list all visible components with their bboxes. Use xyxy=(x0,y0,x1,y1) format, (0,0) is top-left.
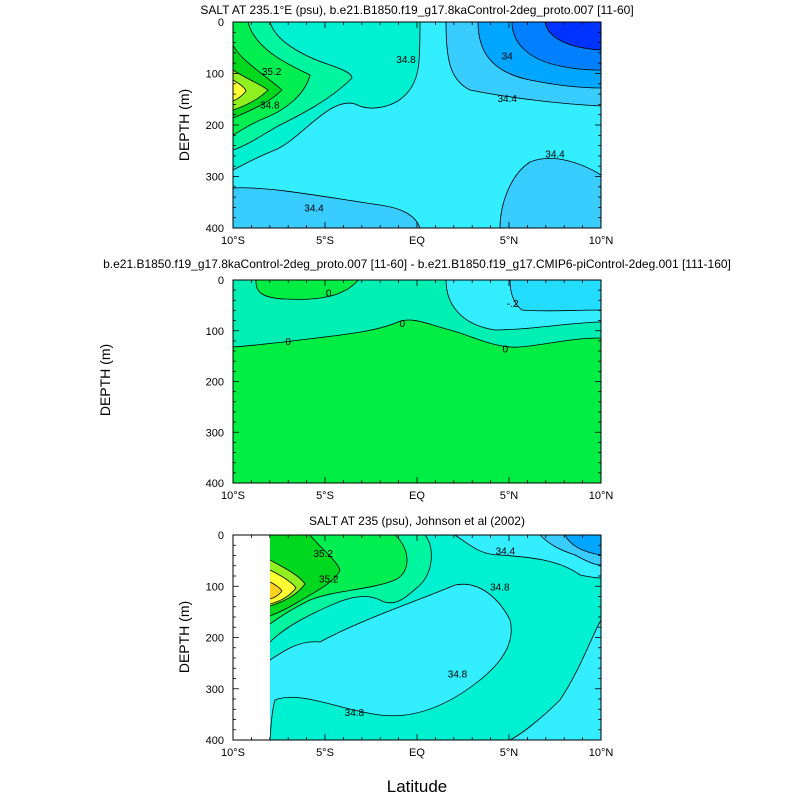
contour-label: 0 xyxy=(503,345,509,356)
contour-label: 34.8 xyxy=(260,100,280,111)
x-tick-label: 10°N xyxy=(589,747,614,759)
x-tick-label: 5°N xyxy=(500,747,519,759)
panel-2-ticks: 10°S 5°S EQ 5°N 10°N 0 100 200 300 400 xyxy=(206,275,614,502)
y-tick-label: 400 xyxy=(206,223,224,235)
y-tick-label: 300 xyxy=(206,684,224,696)
panel-1-contours xyxy=(233,22,601,228)
x-tick-label: 10°N xyxy=(589,490,614,502)
contour-label: 34.4 xyxy=(497,94,517,105)
contour-label: 0 xyxy=(326,289,332,300)
panel-1-fill xyxy=(233,22,601,228)
x-tick-label: 10°S xyxy=(221,747,245,759)
panel-2: b.e21.B1850.f19_g17.8kaControl-2deg_prot… xyxy=(103,257,731,502)
panel-1-title: SALT AT 235.1°E (psu), b.e21.B1850.f19_g… xyxy=(200,3,633,17)
fill-35-8 xyxy=(233,80,246,101)
x-tick-label: 5°S xyxy=(316,235,334,247)
fill-34-4-south xyxy=(233,187,420,228)
contour-label: 0 xyxy=(400,319,406,330)
y-tick-label: 400 xyxy=(206,735,224,747)
contour-label: 34.8 xyxy=(345,708,365,719)
panel-3-title: SALT AT 235 (psu), Johnson et al (2002) xyxy=(309,514,525,528)
contour-label: 34.4 xyxy=(545,149,565,160)
panel-2-title: b.e21.B1850.f19_g17.8kaControl-2deg_prot… xyxy=(103,257,731,271)
fill-36-0 xyxy=(270,582,282,599)
panel-3: SALT AT 235 (psu), Johnson et al (2002) xyxy=(176,514,613,759)
y-tick-label: 0 xyxy=(218,530,224,542)
y-tick-label: 300 xyxy=(206,427,224,439)
panel-1-ticks: 10°S 5°S EQ 5°N 10°N 0 100 200 300 400 xyxy=(206,17,614,247)
x-tick-label: 10°N xyxy=(589,235,614,247)
panel-1-contour-labels: 35.2 34.8 34 34.4 34.8 34.4 34.4 xyxy=(260,52,565,215)
x-tick-label: 5°N xyxy=(500,490,519,502)
x-tick-label: EQ xyxy=(409,490,425,502)
fill-34-2-north xyxy=(565,535,601,555)
contour-label: 35.2 xyxy=(319,575,339,586)
y-tick-label: 200 xyxy=(206,377,224,389)
contour-label: 34.8 xyxy=(396,55,416,66)
contour-label: 35.2 xyxy=(313,549,333,560)
x-tick-label: 5°N xyxy=(500,235,519,247)
contour-label: 35.2 xyxy=(262,67,282,78)
panel-2-contour-labels: 0 -.2 0 0 0 xyxy=(285,289,519,356)
y-tick-label: 100 xyxy=(206,326,224,338)
contour-label: 34.4 xyxy=(304,203,324,214)
y-tick-label: 200 xyxy=(206,633,224,645)
x-axis-label: Latitude xyxy=(387,777,448,796)
panel-3-ticks: 10°S 5°S EQ 5°N 10°N 0 100 200 300 400 xyxy=(206,530,614,759)
x-tick-label: EQ xyxy=(409,747,425,759)
x-tick-label: 10°S xyxy=(221,490,245,502)
y-tick-label: 200 xyxy=(206,120,224,132)
y-tick-label: 0 xyxy=(218,17,224,29)
x-tick-label: 5°S xyxy=(316,747,334,759)
figure-shared-ylabel: DEPTH (m) xyxy=(97,344,113,416)
fill-35-6 xyxy=(233,70,268,110)
panel-1-ylabel: DEPTH (m) xyxy=(176,89,192,161)
panel-3-contours xyxy=(269,535,601,740)
contour-label: 34.8 xyxy=(448,669,468,680)
fill-diff-positive-top xyxy=(255,280,358,300)
y-tick-label: 100 xyxy=(206,69,224,81)
y-tick-label: 400 xyxy=(206,478,224,490)
panel-3-contour-labels: 35.2 35.2 34.4 34.8 34.8 34.8 xyxy=(313,546,516,719)
panel-3-ylabel: DEPTH (m) xyxy=(176,601,192,673)
x-tick-label: EQ xyxy=(409,235,425,247)
y-tick-label: 300 xyxy=(206,172,224,184)
x-tick-label: 10°S xyxy=(221,235,245,247)
y-tick-label: 0 xyxy=(218,275,224,287)
fill-missing xyxy=(233,535,270,740)
x-tick-label: 5°S xyxy=(316,490,334,502)
contour-label: 34 xyxy=(502,52,514,63)
panel-2-fill xyxy=(233,280,601,483)
contour-label: 34.4 xyxy=(496,546,516,557)
contour-label: 0 xyxy=(285,337,291,348)
contour-label: 34.8 xyxy=(490,582,510,593)
panel-3-fill xyxy=(233,535,601,740)
panel-2-contours xyxy=(233,280,601,348)
fill-33-8 xyxy=(545,22,601,50)
panel-1: SALT AT 235.1°E (psu), b.e21.B1850.f19_g… xyxy=(176,3,634,247)
y-tick-label: 100 xyxy=(206,581,224,593)
fill-diff-negative-2 xyxy=(510,280,601,311)
contour-label: -.2 xyxy=(507,299,519,310)
fill-34-6-deep xyxy=(270,584,601,740)
